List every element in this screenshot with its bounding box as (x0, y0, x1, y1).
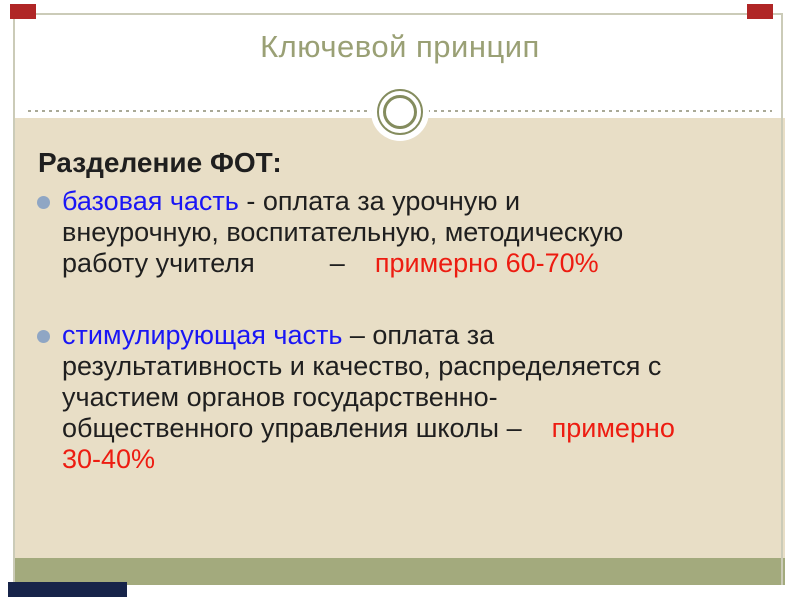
bullet-line: результативность и качество, распределяе… (62, 351, 675, 382)
bullet-icon (37, 196, 50, 209)
slide-title: Ключевой принцип (260, 29, 540, 64)
bullet-line: стимулирующая часть – оплата за (62, 320, 675, 351)
footer-band (15, 558, 785, 585)
bullet-line: участием органов государственно- (62, 382, 675, 413)
bullet-item-stimulating-part: стимулирующая часть – оплата за результа… (62, 320, 675, 475)
text-segment: стимулирующая часть (62, 320, 343, 350)
bullet-item-base-part: базовая часть - оплата за урочную и внеу… (62, 186, 623, 279)
text-segment: примерно 60-70% (374, 248, 599, 278)
bullet-line: базовая часть - оплата за урочную и (62, 186, 623, 217)
top-right-accent (747, 4, 773, 19)
circle-ornament-inner-ring (383, 95, 417, 129)
text-segment: участием органов государственно- (62, 382, 498, 412)
bullet-line: работу учителя – примерно 60-70% (62, 248, 623, 279)
bullet-line: 30-40% (62, 444, 675, 475)
text-segment: примерно (521, 413, 675, 443)
text-segment: результативность и качество, распределяе… (62, 351, 662, 381)
text-segment: – оплата за (342, 320, 495, 350)
text-segment: - оплата за урочную и (238, 186, 521, 216)
bullet-line: общественного управления школы – примерн… (62, 413, 675, 444)
top-left-accent (10, 4, 36, 19)
bottom-watermark-bar (8, 582, 127, 597)
content-area (15, 118, 785, 558)
text-segment: работу учителя – (62, 248, 375, 278)
text-segment: общественного управления школы – (62, 413, 522, 443)
bullet-line: внеурочную, воспитательную, методическую (62, 217, 623, 248)
text-segment: внеурочную, воспитательную, методическую (62, 217, 624, 247)
bullet-icon (37, 330, 50, 343)
text-segment: 30-40% (62, 444, 156, 474)
circle-ornament-icon (377, 89, 423, 135)
text-segment: базовая часть (62, 186, 239, 216)
section-heading: Разделение ФОТ: (38, 147, 282, 178)
